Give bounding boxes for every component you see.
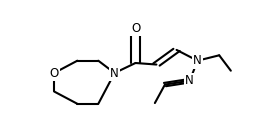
Text: O: O [49, 66, 59, 80]
Text: N: N [185, 74, 194, 87]
Text: N: N [110, 66, 119, 80]
Text: O: O [131, 22, 140, 35]
Text: N: N [193, 54, 202, 67]
